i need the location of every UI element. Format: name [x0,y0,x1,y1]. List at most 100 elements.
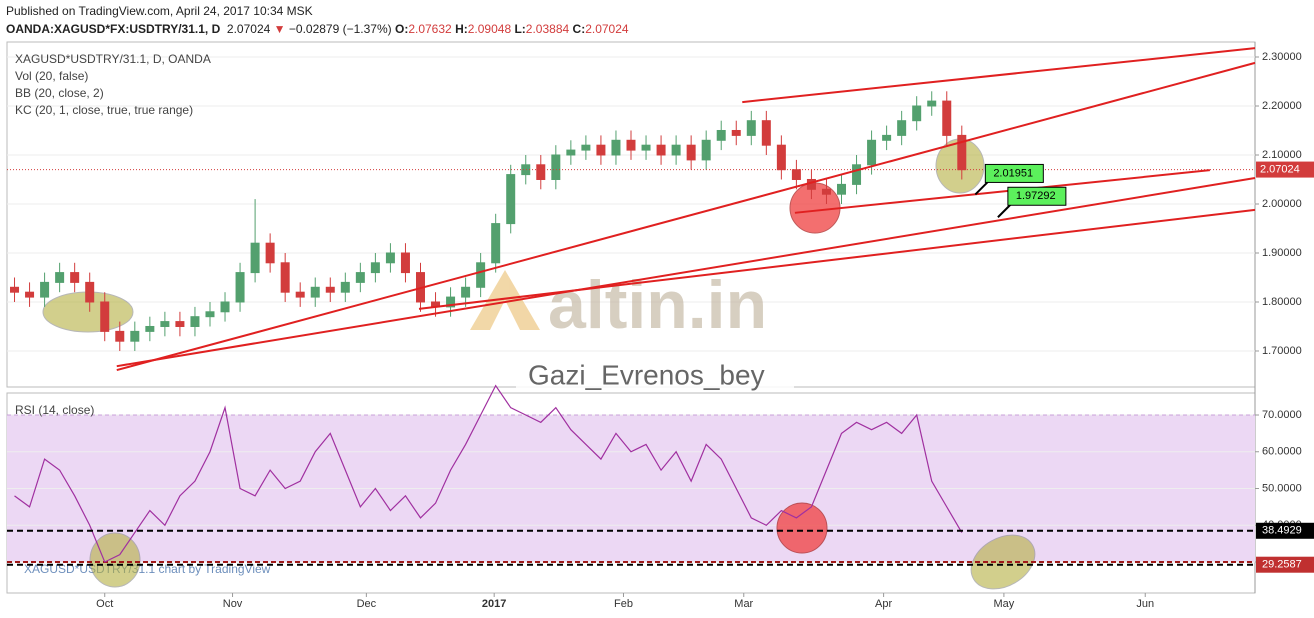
candle-body [55,272,65,283]
highlight [89,532,141,588]
candle-body [145,325,155,332]
candle-body [461,286,471,298]
x-tick-label: May [994,598,1015,610]
candle-body [897,120,907,136]
candle-body [295,291,305,298]
candle-body [491,223,501,264]
candle-body [942,100,952,136]
trendline [418,208,1256,310]
symbol: OANDA:XAGUSD*FX:USDTRY/31.1, D [6,22,221,36]
logo-shape [470,270,540,330]
l-val: 2.03884 [525,22,570,36]
x-tick-label: Feb [614,598,633,610]
candle-body [70,272,80,283]
candle-body [641,144,651,151]
x-tick-label: Jun [1136,598,1154,610]
c-val: 2.07024 [585,22,629,36]
x-tick-label: Apr [875,598,892,610]
callout-label: 2.01951 [993,167,1033,179]
candle-body [355,272,365,283]
candle-body [370,262,380,274]
o-label: O: [394,22,409,36]
candle-body [385,252,395,264]
y-tick-label: 2.10000 [1262,149,1302,161]
trendline [794,169,1210,214]
y-tick-label: 1.70000 [1262,345,1302,357]
candle-body [115,330,125,342]
last-price-box [1256,161,1314,178]
candle-body [837,183,847,195]
callout-box [984,163,1044,183]
x-tick-label: Dec [357,598,377,610]
legend-text: BB (20, close, 2) [15,86,104,100]
trendline [742,47,1256,104]
callout-label: 1.97292 [1016,190,1056,202]
level-label: 38.4929 [1262,525,1302,537]
trendline [116,177,1256,368]
candle-body [701,139,711,161]
candle-body [536,164,546,180]
y-tick-label: 1.90000 [1262,247,1302,259]
candle-body [551,154,561,180]
h-val: 2.09048 [467,22,512,36]
level-box [1256,522,1314,539]
candle-body [25,291,35,298]
candle-body [581,144,591,151]
candle-body [566,149,576,156]
candle-body [310,286,320,298]
callout-box [1007,186,1067,206]
candle-body [205,311,215,318]
candle-body [506,174,516,225]
candle-body [821,188,831,195]
candle-body [100,301,110,332]
o-val: 2.07632 [408,22,452,36]
candle-body [791,169,801,180]
y-tick-label: 60.0000 [1262,446,1302,458]
y-tick-label: 50.0000 [1262,482,1302,494]
level-box [1256,556,1314,573]
candle-body [220,301,230,313]
y-tick-label: 1.80000 [1262,296,1302,308]
candle-body [867,139,877,166]
candle-body [611,139,621,156]
trendline [116,61,1256,372]
candle-body [250,242,260,274]
c-label: C: [572,22,586,36]
candle-body [671,144,681,156]
candle-body [927,100,937,107]
candle-body [10,286,20,293]
candle-body [85,281,95,303]
level-label: 29.2587 [1262,559,1302,571]
candle-body [761,120,771,146]
candle-body [175,321,185,327]
candle-body [626,139,636,151]
x-tick-label: Mar [734,598,753,610]
legend-text: XAGUSD*USDTRY/31.1, D, OANDA [15,52,211,66]
candle-body [265,242,275,264]
candle-body [340,281,350,293]
highlight [776,502,828,554]
candle-body [40,281,50,298]
author-bg [516,360,794,390]
last-price-label: 2.07024 [1260,163,1300,175]
candle-body [130,330,140,342]
y-tick-label: 2.20000 [1262,100,1302,112]
published: Published on TradingView.com, April 24, … [6,4,313,18]
candle-body [400,252,410,274]
price-pane [6,41,1256,388]
candle-body [325,286,335,293]
candle-body [235,272,245,303]
x-tick-label: Nov [223,598,243,610]
candle-body [190,316,200,327]
candle-body [776,144,786,171]
candle-body [852,164,862,185]
candle-body [446,296,456,308]
logo-text: altin.in [548,267,767,343]
candle-body [731,129,741,136]
x-tick-label: Oct [96,598,113,610]
x-tick-label: 2017 [482,598,506,610]
candle-body [882,134,892,141]
candle-body [912,105,922,122]
